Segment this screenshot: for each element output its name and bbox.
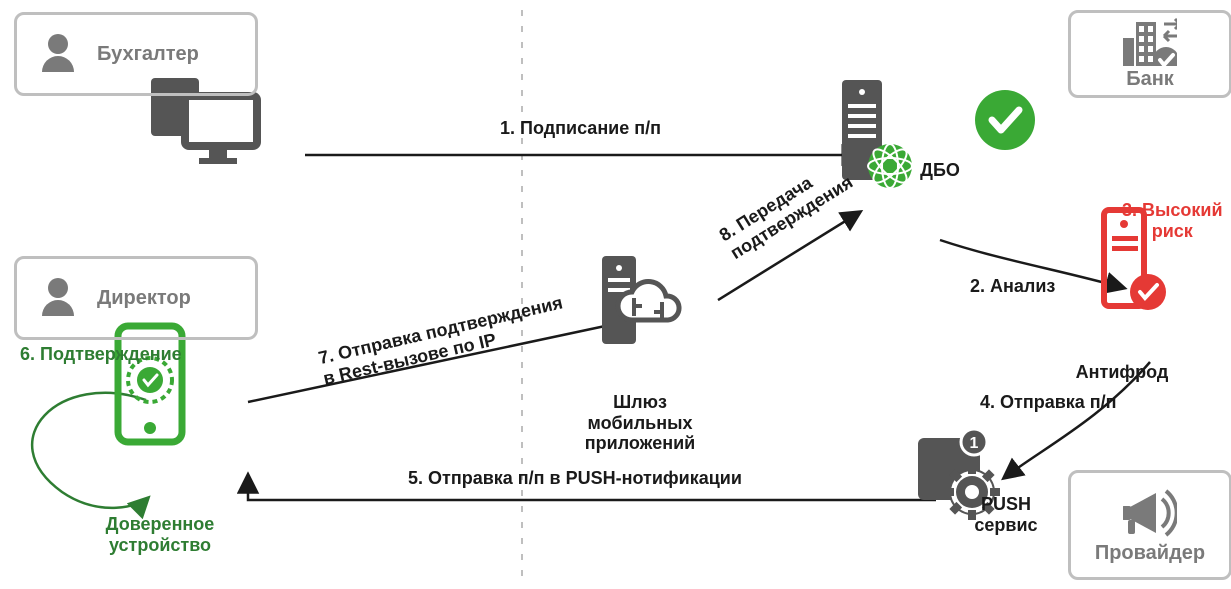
role-bank: Банк xyxy=(1068,10,1231,98)
node-label-push: PUSH сервис xyxy=(974,494,1037,535)
diagram-stage: 1 1. Подписание п/п 2. Анализ 3. Высокий ри… xyxy=(0,0,1231,589)
role-accountant: Бухгалтер xyxy=(14,12,258,96)
edge-label-e3: 3. Высокий риск xyxy=(1122,200,1223,241)
role-label-director: Директор xyxy=(97,287,191,310)
person-icon xyxy=(31,27,85,81)
edge-e6 xyxy=(32,393,148,508)
edge-label-e5: 5. Отправка п/п в PUSH-нотификации xyxy=(408,468,742,489)
node-gateway xyxy=(602,256,679,344)
megaphone-icon xyxy=(1123,486,1177,540)
role-label-provider: Провайдер xyxy=(1095,542,1205,565)
node-label-gateway: Шлюз мобильных приложений xyxy=(585,392,695,454)
role-label-accountant: Бухгалтер xyxy=(97,43,199,66)
role-provider: Провайдер xyxy=(1068,470,1231,580)
edge-label-e4: 4. Отправка п/п xyxy=(980,392,1117,413)
node-dbo xyxy=(842,80,912,188)
node-check xyxy=(975,90,1035,150)
node-label-antifr: Антифрод xyxy=(1076,362,1169,383)
role-director: Директор xyxy=(14,256,258,340)
role-label-bank: Банк xyxy=(1126,68,1174,91)
svg-text:1: 1 xyxy=(970,435,979,452)
node-label-dbo: ДБО xyxy=(920,160,960,181)
person-icon xyxy=(31,271,85,325)
edge-label-e1: 1. Подписание п/п xyxy=(500,118,661,139)
edge-label-e6: 6. Подтверждение xyxy=(20,344,182,365)
bank-icon xyxy=(1123,17,1177,66)
edge-label-e2: 2. Анализ xyxy=(970,276,1055,297)
node-label-phone: Доверенное устройство xyxy=(106,514,215,555)
